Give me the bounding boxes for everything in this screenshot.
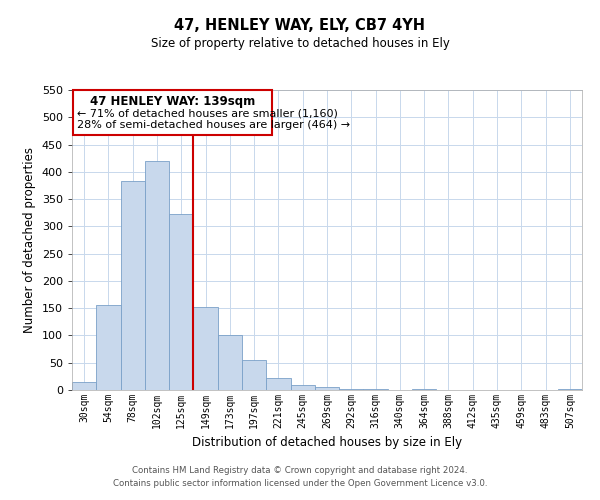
Bar (218, 336, 242, 390)
Bar (145, 161, 169, 390)
Bar (193, 306, 218, 390)
Text: Size of property relative to detached houses in Ely: Size of property relative to detached ho… (151, 38, 449, 51)
Bar (290, 384, 315, 390)
Bar (121, 181, 145, 390)
Y-axis label: Number of detached properties: Number of detached properties (23, 147, 36, 333)
Bar (72, 382, 96, 390)
Bar (242, 360, 266, 390)
Bar (266, 378, 290, 390)
X-axis label: Distribution of detached houses by size in Ely: Distribution of detached houses by size … (192, 436, 462, 450)
Bar (558, 389, 582, 390)
Bar (169, 214, 193, 390)
Text: 28% of semi-detached houses are larger (464) →: 28% of semi-detached houses are larger (… (77, 120, 350, 130)
FancyBboxPatch shape (73, 90, 272, 134)
Bar (96, 306, 121, 390)
Bar (315, 388, 339, 390)
Text: 47 HENLEY WAY: 139sqm: 47 HENLEY WAY: 139sqm (90, 96, 256, 108)
Bar (339, 389, 364, 390)
Text: 47, HENLEY WAY, ELY, CB7 4YH: 47, HENLEY WAY, ELY, CB7 4YH (175, 18, 425, 32)
Text: ← 71% of detached houses are smaller (1,160): ← 71% of detached houses are smaller (1,… (77, 108, 338, 118)
Text: Contains HM Land Registry data © Crown copyright and database right 2024.
Contai: Contains HM Land Registry data © Crown c… (113, 466, 487, 487)
